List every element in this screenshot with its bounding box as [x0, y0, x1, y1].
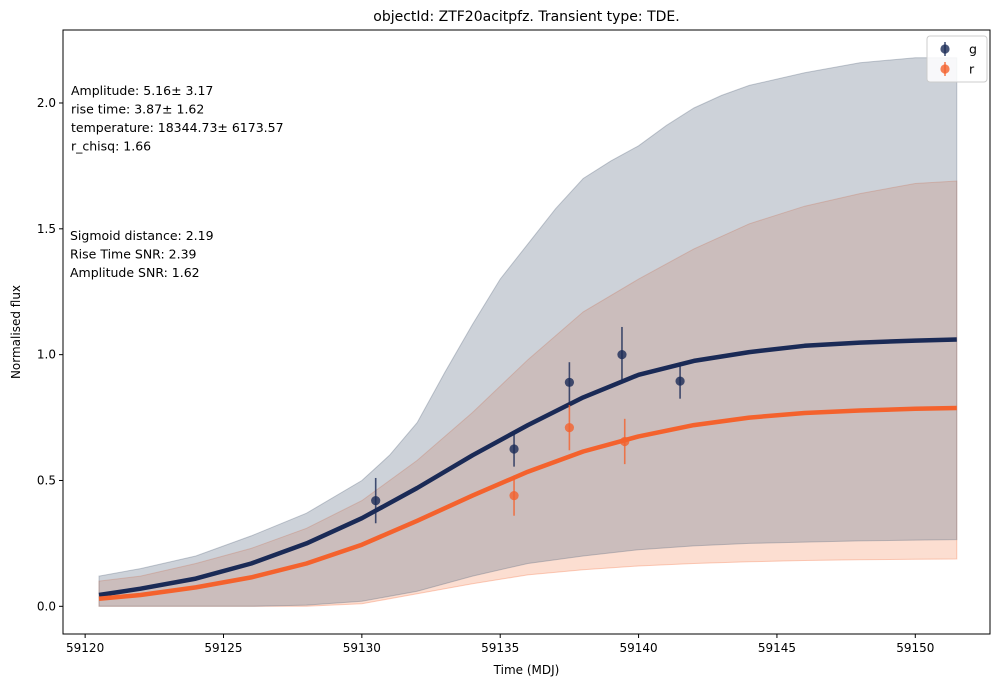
uncertainty-bands — [98, 57, 958, 607]
y-tick-label: 0.0 — [37, 599, 56, 613]
snr-text: Rise Time SNR: 2.39 — [70, 247, 197, 262]
x-tick-label: 59145 — [758, 641, 796, 655]
y-axis-ticks: 0.0 0.5 1.0 1.5 2.0 — [37, 96, 63, 613]
fit-parameter-text: rise time: 3.87± 1.62 — [71, 102, 204, 117]
y-tick-label: 2.0 — [37, 96, 56, 110]
x-axis-ticks: 59120 59125 59130 59135 59140 59145 59150 — [66, 634, 934, 655]
x-axis-label: Time (MDJ) — [493, 663, 560, 677]
fit-parameter-text: r_chisq: 1.66 — [71, 139, 151, 154]
y-axis-label: Normalised flux — [9, 285, 23, 379]
legend: gr — [926, 35, 988, 83]
legend-box — [926, 35, 988, 83]
g-uncertainty-band — [98, 57, 958, 607]
x-tick-label: 59140 — [619, 641, 657, 655]
r-data-point — [620, 436, 630, 447]
g-data-point — [617, 350, 627, 360]
x-tick-label: 59150 — [896, 641, 934, 655]
r-data-point — [509, 490, 519, 501]
legend-r-label: r — [969, 62, 975, 77]
y-tick-label: 1.5 — [37, 222, 56, 236]
g-data-point — [509, 444, 519, 454]
legend-g-marker — [940, 44, 950, 54]
snr-text: Amplitude SNR: 1.62 — [70, 265, 200, 280]
y-tick-label: 0.5 — [37, 473, 56, 487]
x-tick-label: 59120 — [66, 641, 104, 655]
fit-parameter-text: Amplitude: 5.16± 3.17 — [71, 83, 213, 98]
g-data-point — [564, 377, 574, 387]
fit-parameter-text: temperature: 18344.73± 6173.57 — [71, 120, 284, 135]
data-points — [371, 326, 685, 524]
fit-curves — [98, 337, 957, 602]
r-uncertainty-band — [98, 180, 958, 607]
chart-title: objectId: ZTF20acitpfz. Transient type: … — [373, 9, 679, 25]
g-fit-curve — [98, 337, 957, 598]
g-data-point — [675, 376, 685, 386]
legend-r-marker — [940, 64, 950, 74]
x-tick-label: 59135 — [481, 641, 519, 655]
snr-annotation: Sigmoid distance: 2.19 Rise Time SNR: 2.3… — [70, 228, 214, 280]
plot-frame — [62, 29, 991, 635]
snr-text: Sigmoid distance: 2.19 — [70, 228, 214, 243]
legend-g-label: g — [969, 42, 977, 57]
x-tick-label: 59125 — [204, 641, 242, 655]
g-data-point — [371, 496, 381, 506]
r-data-point — [564, 423, 574, 433]
fit-parameters-annotation: Amplitude: 5.16± 3.17 rise time: 3.87± 1.… — [71, 83, 284, 154]
y-tick-label: 1.0 — [37, 348, 56, 362]
x-tick-label: 59130 — [343, 641, 381, 655]
r-fit-curve — [98, 405, 957, 602]
